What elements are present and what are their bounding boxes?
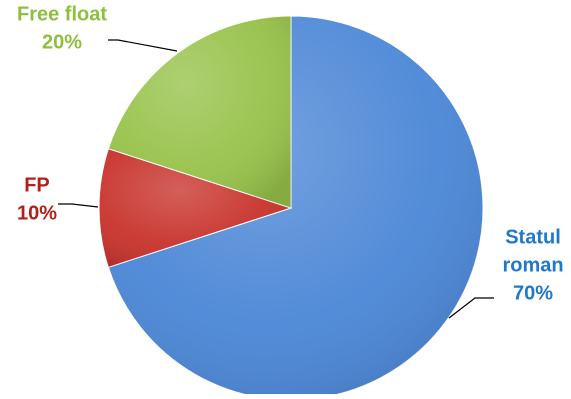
leader-line-1 xyxy=(58,203,99,208)
slice-category-label-0: roman xyxy=(502,254,563,276)
leader-line-2 xyxy=(108,39,178,52)
slice-value-label-1: 10% xyxy=(17,202,57,224)
slice-category-label-1: FP xyxy=(24,174,50,196)
slice-value-label-0: 70% xyxy=(513,282,553,304)
leader-line-0 xyxy=(448,297,494,319)
slice-category-label-2: Free float xyxy=(17,3,107,25)
pie-slice-shading-1 xyxy=(99,148,291,268)
pie-slice-shading-2 xyxy=(108,16,292,208)
slice-value-label-2: 20% xyxy=(42,31,82,53)
pie-slice-shading-0 xyxy=(108,16,483,399)
slice-category-label-0: Statul xyxy=(505,226,561,248)
